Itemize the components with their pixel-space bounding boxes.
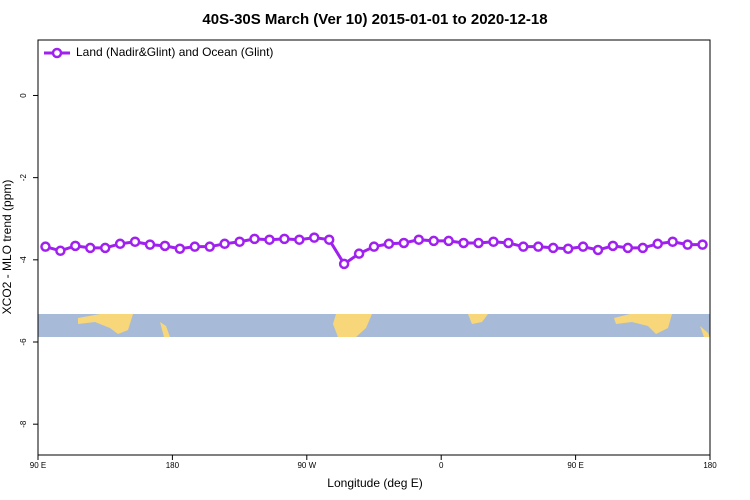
x-tick-label: 180	[703, 461, 717, 470]
point	[99, 242, 111, 254]
point	[637, 242, 649, 254]
point	[443, 235, 454, 247]
point	[383, 238, 395, 250]
point	[204, 241, 215, 252]
point	[622, 242, 634, 254]
point	[264, 234, 275, 245]
point	[607, 240, 619, 252]
point	[592, 244, 604, 256]
point	[323, 234, 335, 245]
point	[234, 236, 245, 247]
y-tick-label: 0	[19, 93, 28, 98]
point	[189, 241, 201, 252]
legend-marker	[51, 47, 63, 59]
x-axis-label: Longitude (deg E)	[327, 476, 422, 490]
x-tick-label: 90 E	[30, 461, 46, 470]
point	[129, 236, 141, 247]
point	[652, 238, 663, 250]
legend-label: Land (Nadir&Glint) and Ocean (Glint)	[76, 45, 273, 59]
point	[428, 235, 439, 247]
point	[413, 234, 425, 245]
point	[85, 242, 96, 254]
point	[338, 258, 350, 270]
point	[114, 238, 126, 250]
point	[174, 243, 186, 254]
y-tick-label: -8	[19, 420, 28, 428]
point	[353, 248, 365, 259]
point	[533, 241, 544, 252]
point	[309, 232, 320, 243]
point	[70, 240, 81, 252]
point	[458, 237, 469, 249]
point	[279, 233, 290, 245]
point	[518, 241, 529, 252]
point	[219, 238, 230, 250]
point	[682, 239, 693, 250]
map-strip	[38, 314, 710, 337]
point	[488, 236, 499, 247]
chart-title: 40S-30S March (Ver 10) 2015-01-01 to 202…	[202, 11, 547, 28]
point	[503, 237, 514, 249]
point	[294, 234, 305, 245]
y-tick-label: -6	[19, 338, 28, 346]
point	[398, 237, 410, 249]
y-tick-label: -2	[19, 174, 28, 182]
point	[562, 243, 574, 254]
x-tick-label: 180	[166, 461, 180, 470]
point	[159, 240, 171, 252]
x-tick-label: 0	[439, 461, 444, 470]
point	[667, 236, 678, 247]
point	[547, 242, 559, 254]
y-axis-label: XCO2 - MLO trend (ppm)	[0, 180, 14, 315]
x-tick-label: 90 E	[567, 461, 583, 470]
y-tick-label: -4	[19, 256, 28, 264]
x-tick-label: 90 W	[297, 461, 316, 470]
point	[577, 241, 589, 252]
plot-frame	[37, 39, 711, 456]
point	[249, 233, 260, 245]
point	[144, 239, 156, 250]
point	[368, 241, 380, 252]
point	[55, 245, 66, 257]
point	[697, 239, 708, 250]
point	[40, 241, 51, 252]
point	[473, 237, 484, 249]
